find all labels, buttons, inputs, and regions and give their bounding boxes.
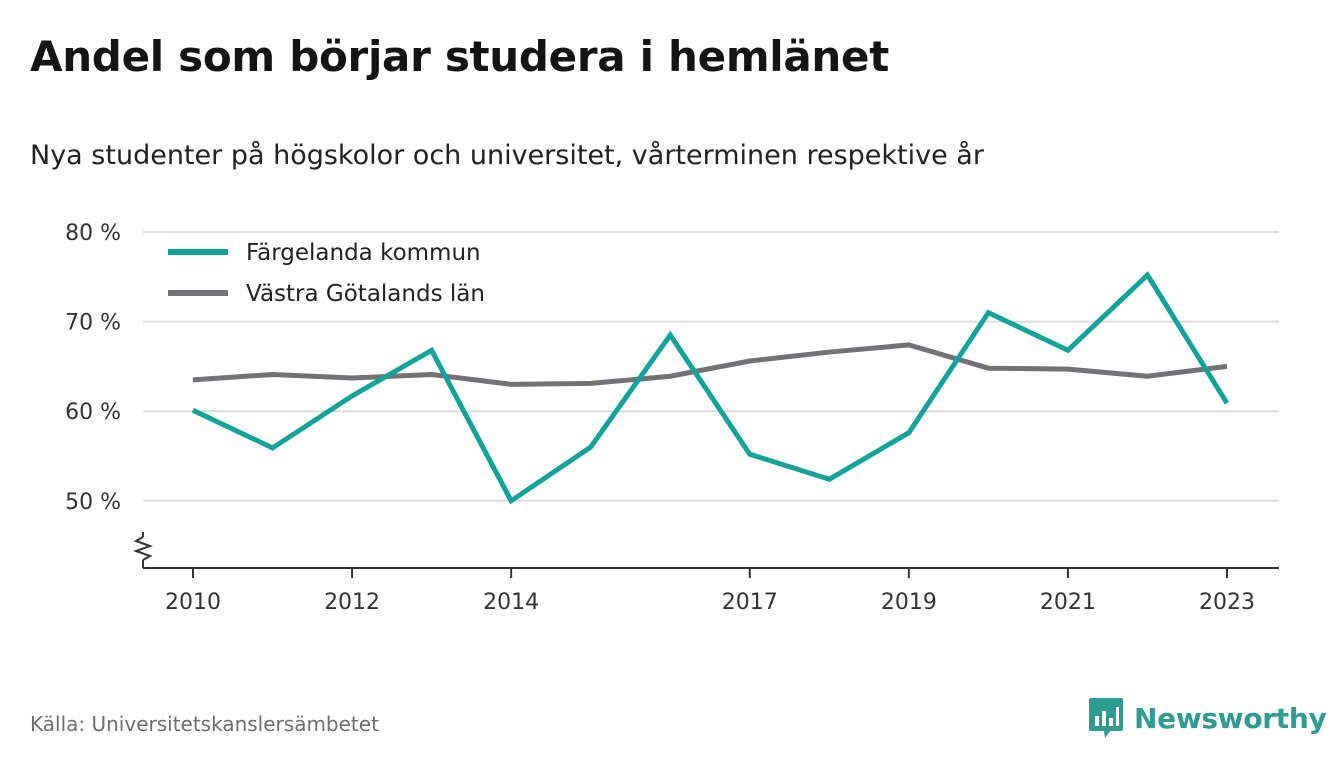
x-tick-label: 2017 — [722, 590, 778, 615]
y-tick-label: 80 % — [65, 221, 121, 246]
y-tick-label: 50 % — [65, 490, 121, 515]
source-note: Källa: Universitetskanslersämbetet — [30, 712, 379, 736]
legend: Färgelanda kommun Västra Götalands län — [160, 234, 520, 314]
newsworthy-logo: Newsworthy — [1088, 696, 1327, 740]
y-tick-label: 60 % — [65, 400, 121, 425]
gridlines — [143, 231, 1279, 502]
x-tick-label: 2012 — [324, 590, 380, 615]
series-line-1 — [192, 342, 1228, 387]
chart-subtitle: Nya studenter på högskolor och universit… — [30, 140, 984, 171]
x-tick-label: 2014 — [483, 590, 539, 615]
axes: 50 % 60 % 70 % 80 % 2010 2012 2014 2017 2019 2021… — [65, 221, 1279, 615]
x-tick-label: 2023 — [1199, 590, 1255, 615]
chart-title: Andel som börjar studera i hemlänet — [30, 32, 889, 81]
series-lines — [191, 271, 1230, 505]
x-tick-label: 2010 — [165, 590, 221, 615]
legend-label-1: Västra Götalands län — [246, 281, 485, 307]
y-tick-label: 70 % — [65, 311, 121, 336]
series-line-0 — [191, 271, 1230, 505]
legend-background — [160, 234, 520, 314]
x-tick-label: 2019 — [881, 590, 937, 615]
legend-label-0: Färgelanda kommun — [246, 240, 481, 266]
x-tick-label: 2021 — [1040, 590, 1096, 615]
newsworthy-logo-icon — [1089, 698, 1123, 738]
y-axis-break-icon — [133, 536, 153, 561]
line-chart: 50 % 60 % 70 % 80 % 2010 2012 2014 2017 2019 2021… — [65, 221, 1279, 615]
brand-name: Newsworthy — [1134, 701, 1327, 735]
